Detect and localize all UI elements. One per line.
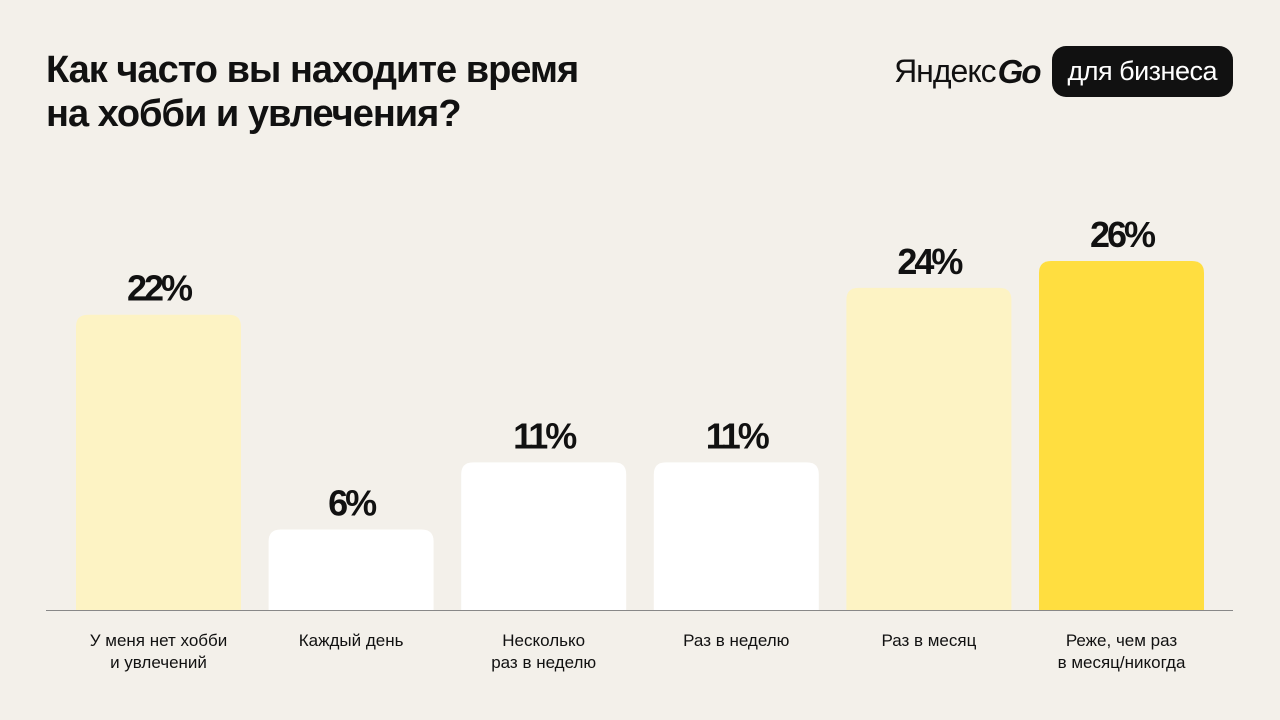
category-label: и увлечений xyxy=(110,653,207,672)
bar-group: 26% Реже, чем раз в месяц/никогда xyxy=(1039,214,1204,672)
category-label: Раз в месяц xyxy=(881,631,976,650)
bar-value-label: 11% xyxy=(706,415,770,456)
bar xyxy=(846,287,1012,610)
bar xyxy=(461,462,627,610)
brand-business-badge: для бизнеса xyxy=(1051,46,1233,97)
bar xyxy=(653,462,819,610)
category-label: Каждый день xyxy=(299,631,404,650)
category-label: Реже, чем раз xyxy=(1066,631,1178,650)
bar-value-label: 24% xyxy=(897,241,963,282)
bar-value-label: 22% xyxy=(127,268,193,309)
chart-title-line-1: Как часто вы находите время xyxy=(46,49,579,91)
bar-group: 11% Несколько раз в неделю xyxy=(461,415,627,672)
bar-group: 6% Каждый день xyxy=(268,482,434,650)
bar-group: 22% У меня нет хобби и увлечений xyxy=(76,268,241,672)
category-label: Несколько xyxy=(502,631,585,650)
bar xyxy=(268,529,434,610)
category-label: У меня нет хобби xyxy=(90,631,228,650)
category-label: в месяц/никогда xyxy=(1058,653,1186,672)
bar xyxy=(1039,261,1204,610)
bar xyxy=(76,314,241,610)
bar-group: 24% Раз в месяц xyxy=(846,241,1012,650)
bar-value-label: 6% xyxy=(328,482,377,523)
bar-value-label: 26% xyxy=(1090,214,1156,255)
bar-value-label: 11% xyxy=(513,415,577,456)
bar-group: 11% Раз в неделю xyxy=(653,415,819,650)
chart-title: Как часто вы находите время на хобби и у… xyxy=(46,48,746,136)
category-label: Раз в неделю xyxy=(683,631,790,650)
brand-yandex-text: Яндекс xyxy=(894,53,997,89)
category-label: раз в неделю xyxy=(491,653,596,672)
brand-go-text: Go xyxy=(997,52,1042,90)
chart-title-line-2: на хобби и увлечения? xyxy=(46,93,462,135)
brand-logo: Яндекс Go для бизнеса xyxy=(894,46,1233,97)
